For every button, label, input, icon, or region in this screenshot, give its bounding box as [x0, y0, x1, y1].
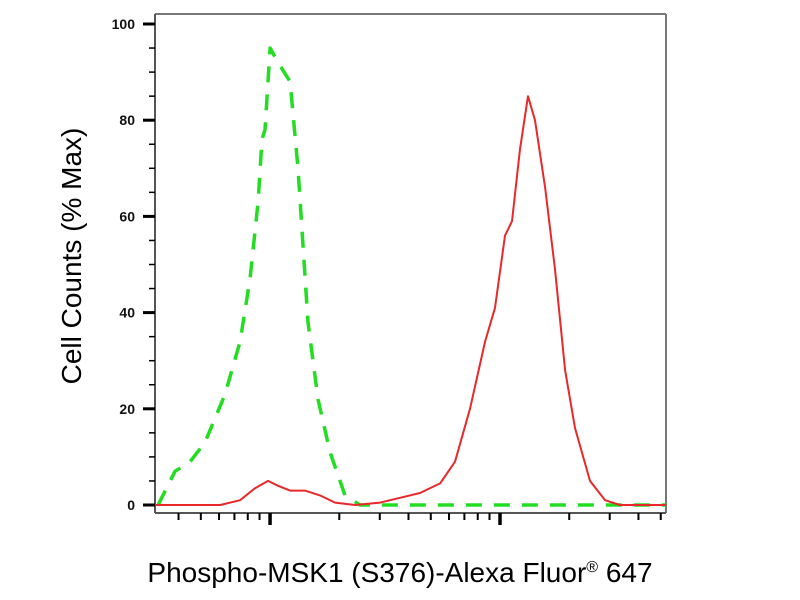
y-tick-label: 0 — [127, 497, 135, 513]
x-axis-title-tail: 647 — [598, 557, 653, 588]
registered-mark: ® — [586, 559, 599, 576]
y-tick-label: 100 — [112, 16, 136, 32]
x-axis-title-main: Phospho-MSK1 (S376)-Alexa Fluor — [147, 557, 587, 588]
y-tick-label: 20 — [119, 401, 135, 417]
y-axis-title: Cell Counts (% Max) — [56, 127, 87, 385]
y-tick-label: 80 — [119, 112, 135, 128]
control-histogram-dashed — [156, 46, 666, 507]
y-tick-label: 60 — [119, 208, 135, 224]
x-axis-title: Phospho-MSK1 (S376)-Alexa Fluor® 647 — [0, 557, 800, 589]
y-tick-label: 40 — [119, 305, 135, 321]
sample-histogram-solid — [155, 95, 666, 506]
